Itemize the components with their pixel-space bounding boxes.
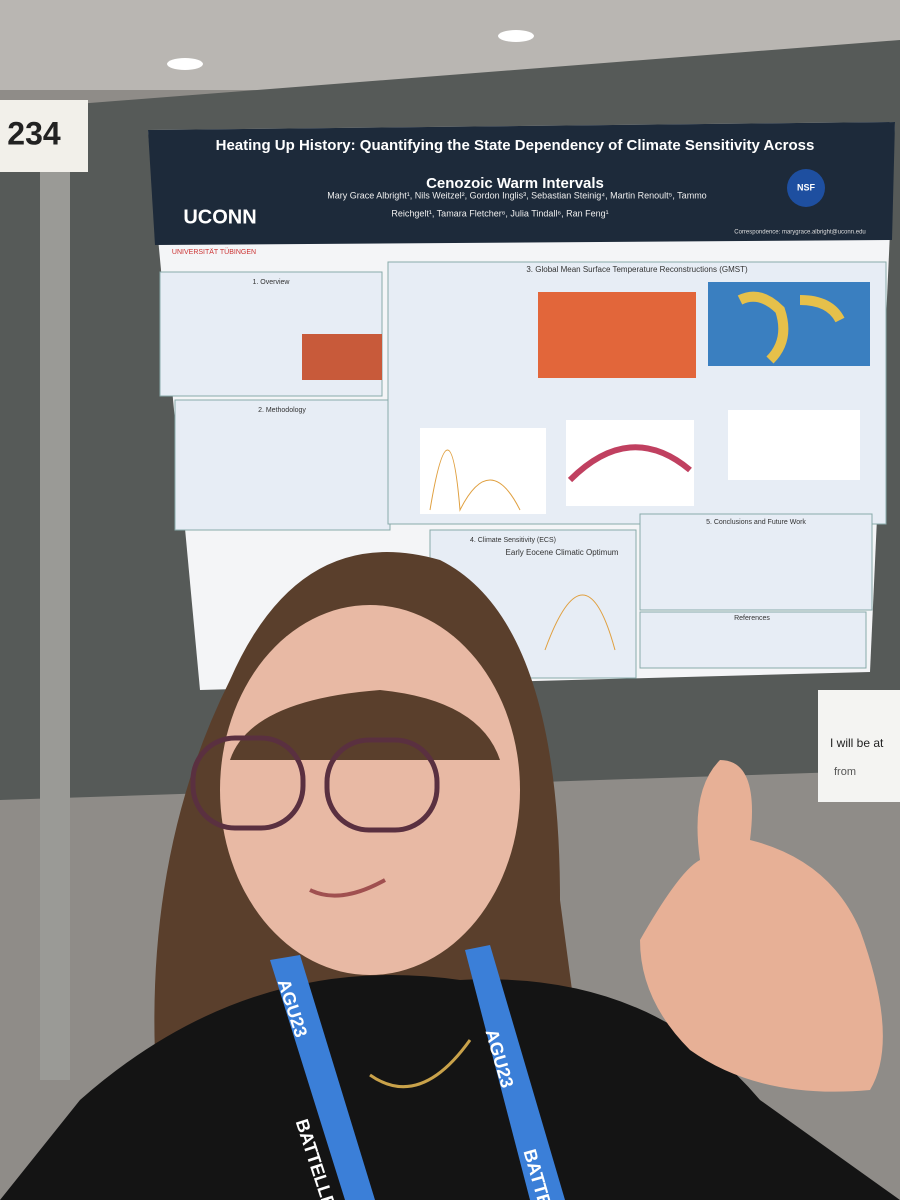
section-heading: 1. Overview	[253, 279, 291, 286]
hair	[230, 690, 500, 760]
necklace	[369, 1039, 472, 1089]
section-heading: 4. Climate Sensitivity (ECS)	[470, 537, 556, 544]
plot-curve	[567, 444, 692, 483]
glasses	[190, 735, 306, 831]
continents	[737, 291, 845, 364]
panel	[639, 611, 867, 669]
plot-curve	[544, 594, 616, 651]
glasses	[324, 737, 440, 833]
plot	[728, 410, 860, 480]
thumbs-up-hand	[640, 760, 883, 1092]
nsf-text: NSF	[797, 182, 816, 192]
section-heading: 5. Conclusions and Future Work	[706, 519, 806, 526]
lanyard	[465, 945, 565, 1200]
correspondence: Correspondence: marygrace.albright@uconn…	[734, 230, 866, 236]
schedule-sign	[818, 690, 900, 802]
university-logo: UNIVERSITÄT TÜBINGEN	[172, 248, 256, 256]
figure	[302, 334, 382, 380]
poster-authors: Reichgelt¹, Tamara Fletcher⁶, Julia Tind…	[391, 208, 608, 218]
light	[498, 30, 534, 42]
smile	[309, 878, 386, 898]
uconn-logo: UCONN	[183, 206, 256, 228]
booth-number: 234	[7, 115, 61, 151]
plot	[420, 428, 546, 514]
lanyard	[270, 955, 375, 1200]
section-heading: 3. Global Mean Surface Temperature Recon…	[526, 265, 748, 274]
temperature-map	[538, 292, 696, 378]
panel	[174, 399, 391, 531]
sign-text: I will be at	[830, 736, 884, 750]
sign-text: from	[834, 766, 856, 778]
figure-title: Early Eocene Climatic Optimum	[506, 548, 619, 557]
poster-title: Cenozoic Warm Intervals	[426, 175, 604, 192]
nsf-logo	[787, 169, 825, 207]
poster-header	[148, 122, 895, 245]
poster-title: Heating Up History: Quantifying the Stat…	[216, 137, 815, 154]
post	[40, 100, 70, 1080]
panel	[639, 513, 873, 611]
light	[167, 58, 203, 70]
anomaly-map	[708, 282, 870, 366]
face	[220, 605, 520, 975]
plot-curve	[429, 449, 521, 512]
section-heading: 2. Methodology	[258, 407, 306, 414]
booth-sign	[0, 100, 88, 172]
poster-authors: Mary Grace Albright¹, Nils Weitzel², Gor…	[327, 190, 706, 200]
section-heading: References	[734, 615, 770, 622]
